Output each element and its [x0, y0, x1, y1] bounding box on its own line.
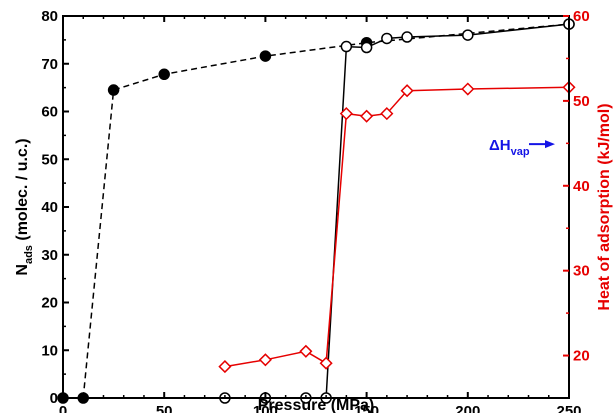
data-point-open-circle	[360, 41, 373, 54]
x-tick-label: 200	[455, 403, 480, 413]
plot-frame	[62, 15, 570, 399]
y-tick-label: 40	[41, 199, 58, 216]
delta-h-vap-annotation: ΔHvap	[489, 137, 555, 158]
data-point-open-diamond	[461, 82, 475, 96]
series-line-open-circle	[224, 23, 570, 399]
y-axis-title-main: N	[14, 264, 31, 276]
ticks-layer: 0 50 100 150 200 250 0 10 20 30 40 50 60 70 80 20 30 40 50…	[41, 8, 589, 413]
data-point-filled-circle	[259, 50, 272, 62]
x-tick-label: 50	[156, 403, 173, 413]
y-tick-label: 50	[41, 151, 58, 168]
series-open-circle	[219, 18, 575, 404]
delta-h-vap-sub: vap	[511, 146, 530, 158]
series-layer	[57, 18, 576, 404]
delta-h-vap-main: ΔH	[489, 137, 511, 154]
y2-tick-label: 30	[573, 263, 590, 280]
series-open-diamond	[218, 80, 576, 374]
y-tick-label: 0	[50, 390, 58, 407]
data-point-open-circle	[462, 29, 474, 41]
x-tick-label: 100	[253, 403, 278, 413]
data-point-open-circle	[340, 40, 353, 53]
x-tick-label: 250	[556, 403, 581, 413]
y-tick-label: 60	[41, 104, 58, 121]
y-tick-label: 80	[41, 8, 58, 25]
y-axis-title: Nads (molec. / u.c.)	[14, 138, 35, 275]
data-point-open-diamond	[339, 107, 353, 121]
y-axis-title-sub: ads	[23, 245, 35, 264]
y2-tick-label: 60	[573, 8, 590, 25]
x-axis-title: Pressure (MPa)	[258, 397, 375, 413]
delta-h-vap-arrowhead	[545, 140, 555, 149]
data-point-open-diamond	[380, 107, 394, 121]
x-tick-label: 150	[354, 403, 379, 413]
delta-h-vap-label: ΔHvap	[489, 137, 530, 158]
y-tick-label: 10	[41, 342, 58, 359]
data-point-filled-circle	[158, 68, 170, 81]
y-tick-label: 30	[41, 247, 58, 264]
y2-tick-label: 40	[573, 178, 590, 195]
data-point-open-diamond	[299, 344, 313, 358]
data-point-open-diamond	[360, 109, 374, 123]
y-axis-title-rest: (molec. / u.c.)	[14, 138, 31, 245]
series-line-open-diamond	[224, 86, 570, 368]
data-point-filled-circle	[107, 84, 120, 96]
y-tick-label: 70	[41, 56, 58, 73]
data-point-open-circle	[401, 31, 413, 43]
y2-axis-title: Heat of adsorption (kJ/mol)	[596, 103, 613, 310]
series-filled-circle	[57, 18, 575, 404]
data-point-open-diamond	[400, 84, 414, 98]
series-line-filled-circle	[63, 23, 570, 399]
data-point-open-diamond	[319, 356, 333, 370]
y2-tick-label: 50	[573, 93, 590, 110]
y2-tick-label: 20	[573, 348, 590, 365]
data-point-open-circle	[381, 32, 393, 45]
data-point-open-diamond	[258, 353, 272, 367]
x-tick-label: 0	[59, 403, 67, 413]
data-point-open-diamond	[218, 360, 232, 374]
y-tick-label: 20	[41, 295, 58, 312]
